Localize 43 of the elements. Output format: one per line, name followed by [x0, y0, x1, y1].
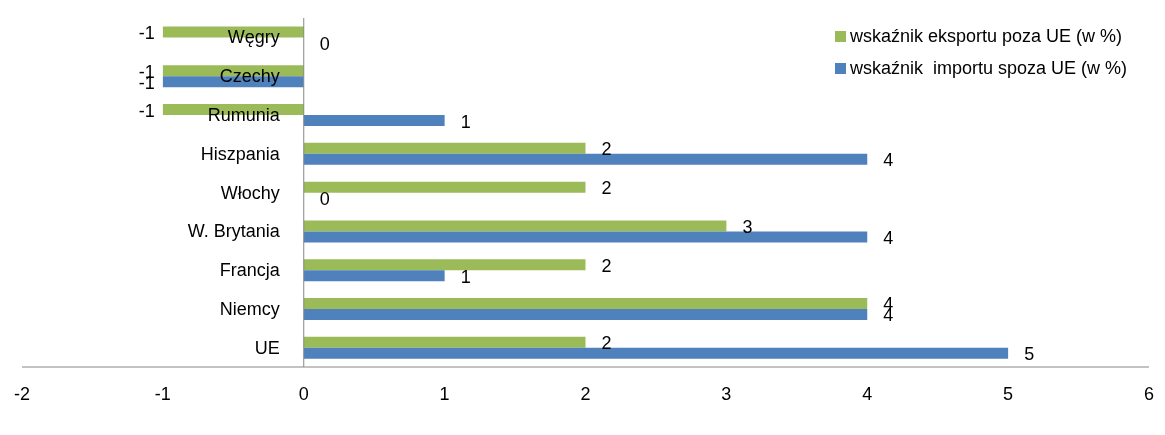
y-tick-label: Włochy — [220, 182, 280, 203]
data-label: -1 — [138, 100, 155, 121]
y-tick-label: Hiszpania — [200, 143, 281, 164]
data-label: 0 — [319, 189, 330, 210]
y-tick-label: Czechy — [219, 66, 280, 87]
legend-label: wskaźnik eksportu poza UE (w %) — [849, 25, 1123, 48]
y-tick-label: Niemcy — [219, 298, 280, 319]
data-label: 2 — [601, 178, 612, 199]
x-tick-label: 4 — [862, 383, 873, 404]
data-label: 5 — [1024, 344, 1035, 365]
bar — [303, 231, 868, 243]
data-label: 1 — [460, 111, 471, 132]
x-tick-label: -1 — [154, 383, 171, 404]
y-tick-label: W. Brytania — [187, 221, 281, 242]
bar — [303, 308, 868, 320]
x-tick-label: 1 — [439, 383, 450, 404]
x-tick-label: 6 — [1143, 383, 1155, 404]
data-label: 0 — [319, 34, 330, 55]
y-tick-label: UE — [254, 337, 280, 358]
bar — [303, 181, 586, 193]
bar — [303, 115, 445, 127]
y-tick-label: Francja — [219, 260, 281, 281]
data-label: 4 — [883, 150, 894, 171]
bar — [303, 270, 445, 282]
x-tick-label: -2 — [13, 383, 31, 404]
bar — [303, 347, 1009, 359]
data-label: 3 — [742, 216, 753, 237]
data-label: 1 — [460, 266, 471, 287]
bar — [303, 336, 586, 348]
x-tick-label: 0 — [298, 383, 309, 404]
x-tick-label: 5 — [1003, 383, 1014, 404]
legend-label: wskaźnik importu spoza UE (w %) — [849, 57, 1127, 80]
data-label: 4 — [883, 227, 894, 248]
bar — [303, 297, 868, 309]
data-label: 2 — [601, 255, 612, 276]
bar — [303, 153, 868, 165]
bar — [303, 220, 727, 232]
x-tick-label: 2 — [580, 383, 591, 404]
bar — [303, 259, 586, 271]
y-tick-label: Węgry — [227, 27, 280, 48]
data-label: -1 — [138, 23, 155, 44]
x-tick-label: 3 — [721, 383, 732, 404]
bar — [303, 142, 586, 154]
